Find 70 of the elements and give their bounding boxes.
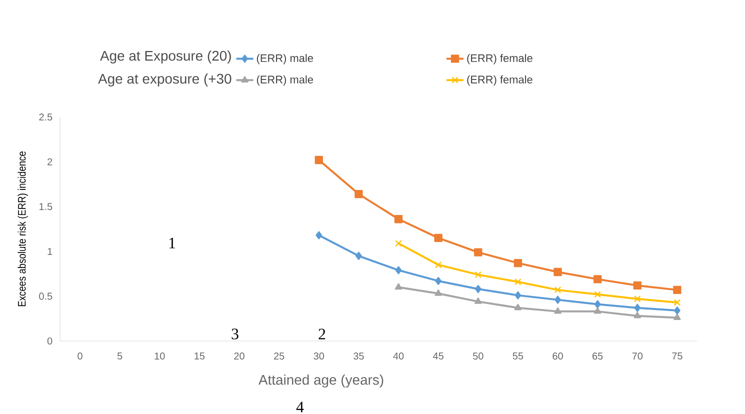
point	[633, 281, 642, 290]
point	[314, 156, 323, 164]
point	[395, 266, 402, 274]
point	[554, 296, 561, 304]
x-tick-label: 15	[194, 352, 205, 360]
x-tick-label: 25	[274, 352, 284, 360]
point	[395, 240, 402, 247]
text: 4	[296, 402, 304, 412]
x-tick-label: 20	[234, 352, 244, 360]
point	[355, 252, 362, 260]
legend-label: (ERR) female	[467, 54, 532, 64]
point	[674, 314, 681, 320]
point	[354, 190, 363, 198]
x-tick-label: 30	[314, 352, 324, 360]
x-tick-label: 70	[632, 352, 643, 360]
x-tick-label: 65	[592, 352, 603, 360]
point	[434, 289, 442, 296]
x-tick-label: 5	[117, 352, 122, 360]
point	[554, 307, 562, 314]
x-tick-label: 10	[154, 352, 165, 360]
point	[435, 276, 442, 286]
x-tick-label: 0	[78, 352, 82, 360]
annotation: 3	[232, 328, 238, 340]
legend-label: (ERR) female	[467, 75, 532, 86]
y-tick-label: 1.5	[39, 203, 52, 210]
point	[434, 234, 442, 242]
y-tick-label: 1	[48, 248, 52, 255]
point	[514, 291, 522, 300]
x-tick-label: 75	[672, 352, 682, 360]
point	[673, 286, 682, 294]
point	[554, 268, 562, 276]
point	[514, 304, 522, 310]
point	[634, 295, 641, 302]
x-tick-label: 55	[512, 352, 524, 360]
point	[514, 278, 522, 286]
text: Age at exposure (+30	[98, 73, 232, 86]
point	[594, 290, 601, 298]
point	[634, 312, 642, 318]
point	[394, 215, 403, 224]
annotation: 1	[169, 238, 176, 248]
point	[634, 304, 641, 312]
point	[594, 300, 601, 308]
x-tick-label: 40	[393, 352, 404, 360]
x-tick-label: 50	[473, 352, 484, 360]
x-tick-label: 45	[433, 352, 444, 360]
point	[594, 307, 602, 314]
y-axis-title: Excees absolute risk (ERR) incidence	[18, 152, 28, 306]
annotation: 2	[318, 328, 326, 340]
point	[434, 261, 442, 268]
point	[674, 299, 681, 306]
point	[316, 231, 322, 240]
point	[474, 248, 482, 256]
point	[674, 306, 680, 315]
point	[593, 275, 602, 284]
point	[514, 258, 522, 268]
y-tick-label: 2.5	[39, 113, 52, 121]
point	[474, 297, 482, 304]
x-tick-label: 60	[552, 352, 563, 360]
legend-label: (ERR) male	[256, 75, 314, 86]
x-tick-label: 35	[354, 352, 364, 360]
point	[554, 286, 562, 294]
y-tick-label: 0.5	[39, 292, 52, 300]
legend-label: (ERR) male	[256, 54, 314, 64]
point	[394, 283, 402, 290]
y-tick-label: 2	[48, 158, 52, 166]
text: Age at Exposure (20)	[100, 50, 231, 64]
x-axis-title: Attained age (years)	[258, 374, 384, 388]
point	[474, 284, 482, 294]
point	[474, 271, 482, 278]
y-tick-label: 0	[47, 337, 52, 345]
